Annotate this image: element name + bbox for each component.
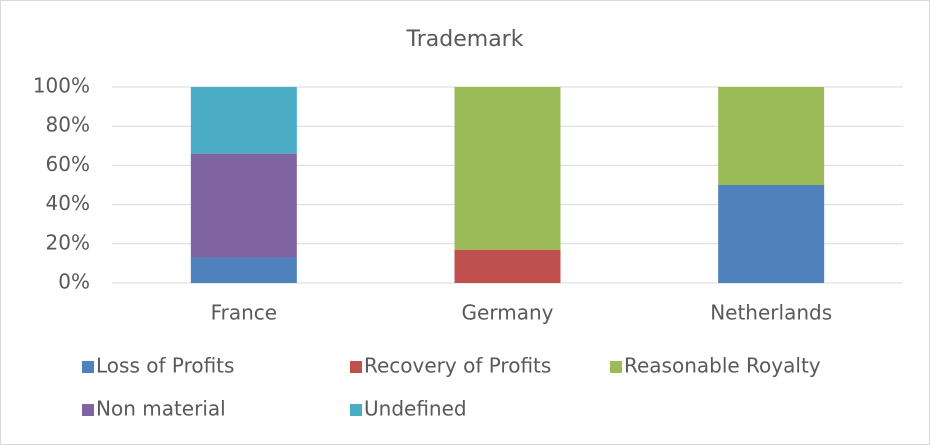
y-tick-label: 0% xyxy=(58,270,90,294)
y-tick-label: 60% xyxy=(46,152,90,176)
y-tick-label: 20% xyxy=(46,230,90,254)
bar-segment xyxy=(190,257,297,283)
legend-label: Loss of Profits xyxy=(96,354,234,378)
bar-segment xyxy=(190,87,297,154)
bar-segment xyxy=(454,87,561,250)
legend-swatch xyxy=(82,361,94,373)
chart-title: Trademark xyxy=(406,27,524,52)
legend-swatch xyxy=(610,361,622,373)
y-tick-label: 100% xyxy=(33,74,90,98)
x-tick-label: Germany xyxy=(462,301,554,325)
legend-label: Recovery of Profits xyxy=(364,354,551,378)
bar-segment xyxy=(718,87,825,185)
legend-label: Reasonable Royalty xyxy=(624,354,821,378)
bar-segment xyxy=(718,185,825,283)
x-tick-label: Netherlands xyxy=(710,301,832,325)
x-tick-label: France xyxy=(211,301,278,325)
y-tick-label: 40% xyxy=(46,191,90,215)
y-tick-label: 80% xyxy=(46,113,90,137)
bar-segment xyxy=(454,249,561,283)
bar-segment xyxy=(190,153,297,258)
legend-swatch xyxy=(350,361,362,373)
legend-label: Undefined xyxy=(364,397,467,421)
legend-swatch xyxy=(350,404,362,416)
legend-label: Non material xyxy=(96,397,226,421)
legend-swatch xyxy=(82,404,94,416)
